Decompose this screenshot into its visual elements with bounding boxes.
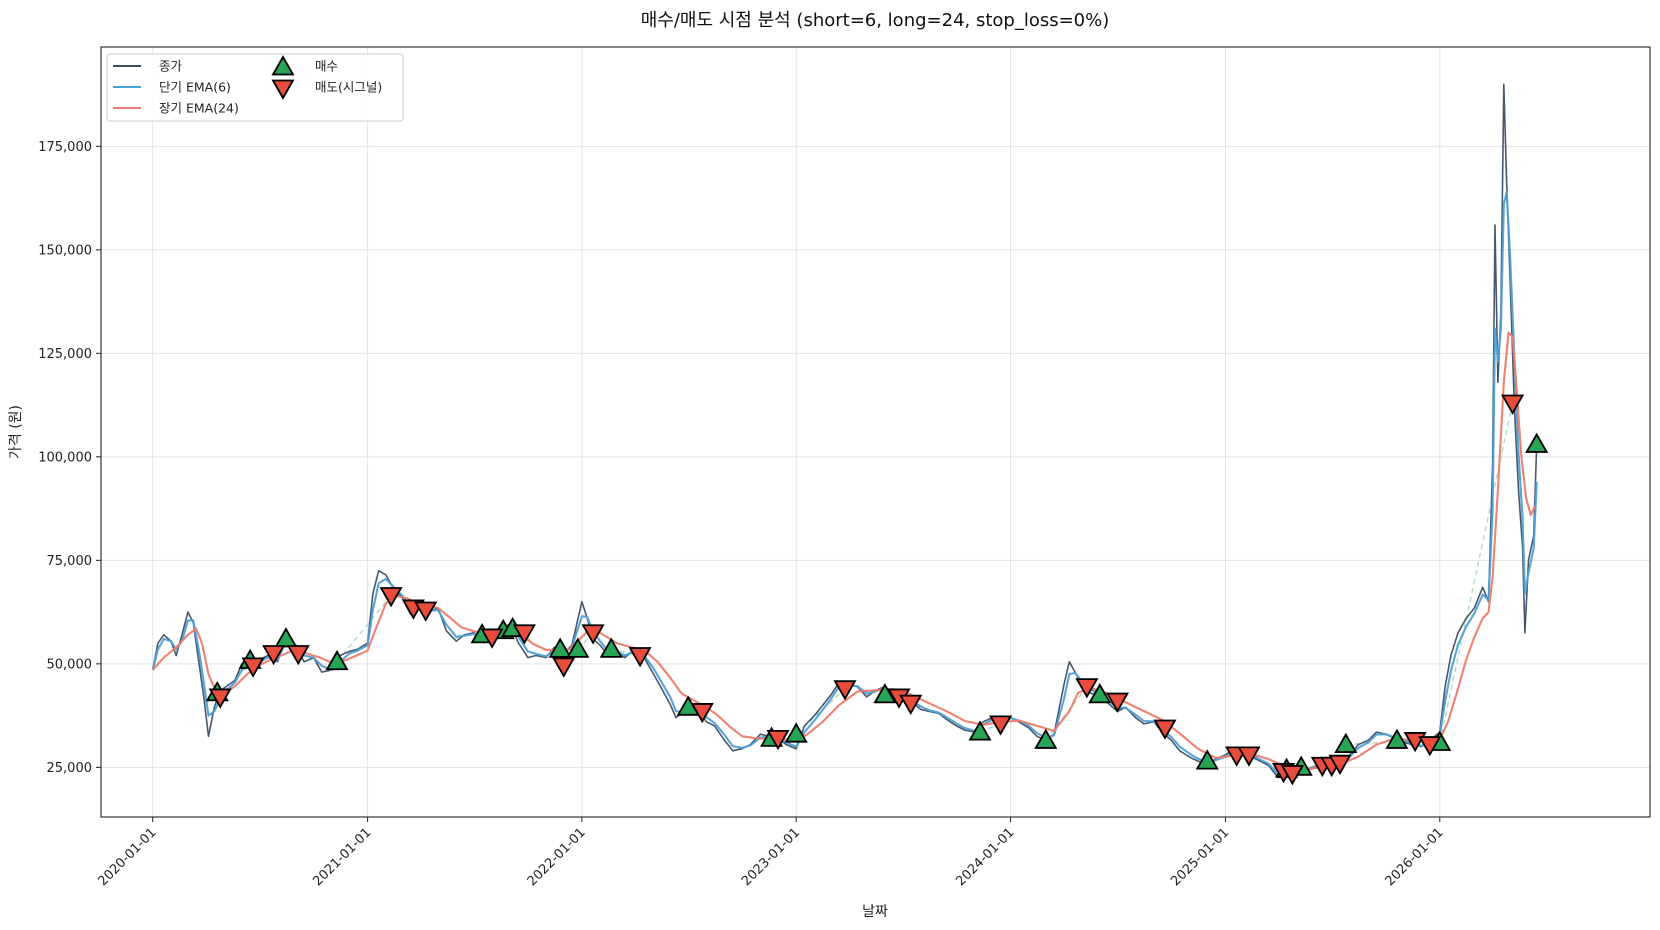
y-tick-label: 25,000	[47, 761, 93, 776]
sell-marker	[379, 587, 403, 608]
x-tick-label: 2020-01-01	[95, 825, 159, 889]
sell-marker	[1280, 765, 1304, 786]
sell-marker	[628, 647, 652, 668]
legend-swatch-sell	[271, 79, 295, 100]
x-tick-label: 2024-01-01	[953, 825, 1017, 889]
buy-marker	[566, 637, 590, 658]
x-tick-label: 2021-01-01	[310, 825, 374, 889]
buy-marker	[599, 637, 623, 658]
sell-marker	[262, 645, 286, 666]
x-tick-label: 2026-01-01	[1383, 825, 1447, 889]
sell-marker	[690, 703, 714, 724]
y-tick-label: 175,000	[38, 140, 92, 155]
buy-marker	[873, 683, 897, 704]
x-axis: 2020-01-01 2021-01-01 2022-01-01 2023-01-01…	[95, 817, 1447, 889]
sell-marker	[1501, 394, 1525, 415]
buy-marker	[784, 722, 808, 743]
y-tick-label: 150,000	[38, 243, 92, 258]
sell-marker	[899, 694, 923, 715]
buy-marker	[1195, 749, 1219, 770]
buy-marker	[274, 627, 298, 648]
sell-marker	[480, 628, 504, 649]
sell-marker	[989, 715, 1013, 736]
buy-marker	[548, 637, 572, 658]
sell-marker	[241, 657, 265, 678]
buy-marker	[1334, 732, 1358, 753]
legend-box	[106, 53, 404, 122]
buy-marker	[1034, 728, 1058, 749]
y-tick-label: 75,000	[47, 554, 93, 569]
y-axis: 25,000 50,000 75,000 100,000 125,000 150,000 1…	[38, 140, 101, 776]
sell-marker	[414, 601, 438, 622]
sell-marker	[833, 680, 857, 701]
legend-label: 종가	[159, 59, 183, 74]
legend-label: 매수	[315, 59, 338, 74]
legend-label: 단기 EMA(6)	[159, 80, 231, 95]
signal-markers	[205, 394, 1549, 786]
x-tick-label: 2022-01-01	[525, 825, 589, 889]
sell-marker	[286, 645, 310, 666]
sell-marker	[1328, 754, 1352, 775]
sell-marker	[1418, 736, 1442, 757]
y-tick-label: 125,000	[38, 347, 92, 362]
sell-marker	[512, 624, 536, 645]
sell-marker	[1237, 746, 1261, 767]
sell-marker	[581, 624, 605, 645]
plot-frame	[100, 46, 1651, 818]
x-tick-label: 2023-01-01	[739, 825, 803, 889]
ema-short-series-line	[151, 190, 1538, 775]
sell-marker	[1105, 692, 1129, 713]
x-axis-title: 날짜	[862, 904, 888, 920]
buy-marker	[968, 720, 992, 741]
sell-marker	[1075, 678, 1099, 699]
buy-marker	[1088, 683, 1112, 704]
sell-marker	[1153, 719, 1177, 740]
legend-label: 장기 EMA(24)	[159, 101, 239, 116]
sell-marker	[552, 657, 576, 678]
y-axis-title: 가격 (원)	[8, 405, 24, 459]
x-tick-label: 2025-01-01	[1168, 825, 1232, 889]
sell-marker	[208, 688, 232, 709]
buy-marker	[325, 649, 349, 671]
plot-area	[101, 47, 1650, 817]
chart-title: 매수/매도 시점 분석 (short=6, long=24, stop_loss…	[641, 10, 1110, 31]
legend-label: 매도(시그널)	[315, 80, 382, 95]
y-tick-label: 50,000	[47, 657, 93, 672]
buy-marker	[1525, 432, 1549, 453]
sell-marker	[766, 729, 790, 751]
y-tick-label: 100,000	[38, 450, 92, 465]
legend-swatch-buy	[271, 55, 295, 76]
grid	[101, 47, 1650, 817]
buy-marker	[1385, 728, 1409, 749]
